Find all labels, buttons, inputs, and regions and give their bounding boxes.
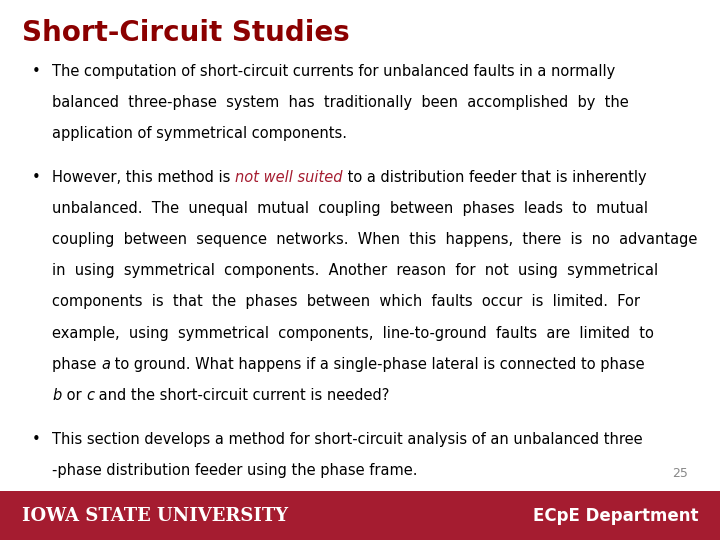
Text: coupling  between  sequence  networks.  When  this  happens,  there  is  no  adv: coupling between sequence networks. When… [53,232,698,247]
Text: application of symmetrical components.: application of symmetrical components. [53,126,347,141]
Text: -phase distribution feeder using the phase frame.: -phase distribution feeder using the pha… [53,463,418,478]
Text: balanced  three-phase  system  has  traditionally  been  accomplished  by  the: balanced three-phase system has traditio… [53,95,629,110]
Text: IOWA STATE UNIVERSITY: IOWA STATE UNIVERSITY [22,507,288,525]
Text: ECpE Department: ECpE Department [533,507,698,525]
Text: 25: 25 [672,467,688,480]
Text: example,  using  symmetrical  components,  line-to-ground  faults  are  limited : example, using symmetrical components, l… [53,326,654,341]
Text: and the short-circuit current is needed?: and the short-circuit current is needed? [94,388,390,403]
Text: The computation of short-circuit currents for unbalanced faults in a normally: The computation of short-circuit current… [53,64,616,79]
Text: unbalanced.  The  unequal  mutual  coupling  between  phases  leads  to  mutual: unbalanced. The unequal mutual coupling … [53,201,649,216]
Text: phase: phase [53,356,102,372]
Text: or: or [62,388,86,403]
Text: components  is  that  the  phases  between  which  faults  occur  is  limited.  : components is that the phases between wh… [53,294,640,309]
Text: •: • [32,432,40,447]
Text: Short-Circuit Studies: Short-Circuit Studies [22,19,349,47]
Text: •: • [32,170,40,185]
Text: a: a [102,356,110,372]
Text: to a distribution feeder that is inherently: to a distribution feeder that is inheren… [343,170,647,185]
Text: c: c [86,388,94,403]
Text: However, this method is: However, this method is [53,170,235,185]
Text: in  using  symmetrical  components.  Another  reason  for  not  using  symmetric: in using symmetrical components. Another… [53,264,659,278]
Text: to ground. What happens if a single-phase lateral is connected to phase: to ground. What happens if a single-phas… [110,356,645,372]
Text: This section develops a method for short-circuit analysis of an unbalanced three: This section develops a method for short… [53,432,643,447]
Text: •: • [32,64,40,79]
Text: not well suited: not well suited [235,170,343,185]
Text: b: b [53,388,62,403]
